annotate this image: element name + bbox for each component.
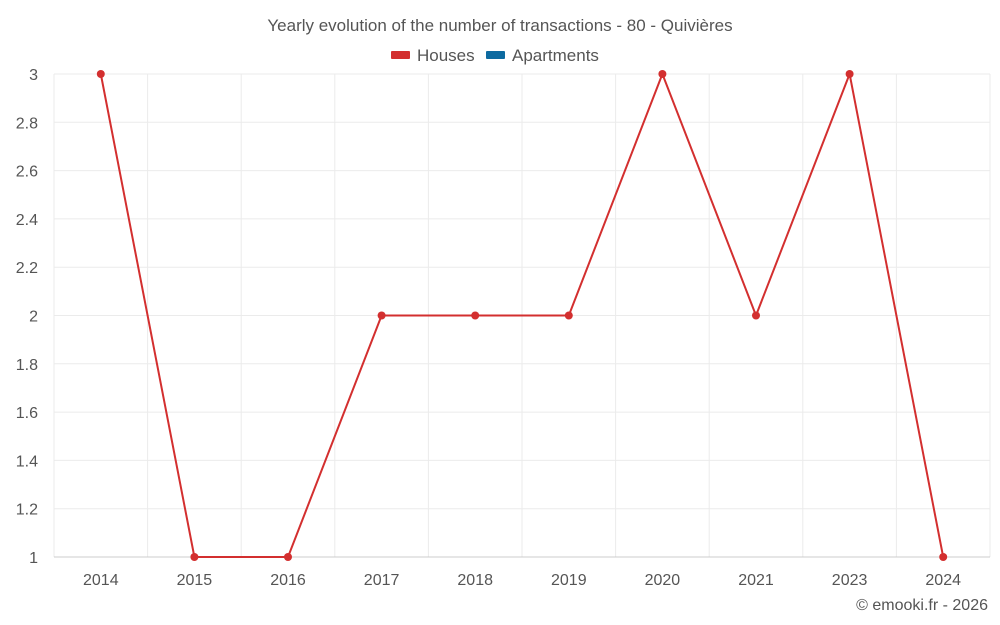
x-tick-label: 2020 bbox=[645, 572, 681, 589]
data-point-houses[interactable] bbox=[658, 70, 667, 78]
data-point-houses[interactable] bbox=[284, 553, 292, 561]
x-tick-label: 2015 bbox=[177, 572, 213, 589]
x-tick-label: 2014 bbox=[83, 572, 119, 589]
x-tick-label: 2019 bbox=[551, 572, 587, 589]
data-point-houses[interactable] bbox=[752, 311, 760, 320]
x-tick-label: 2017 bbox=[364, 572, 400, 589]
legend-swatch-apartments bbox=[486, 51, 505, 59]
x-tick-label: 2018 bbox=[457, 572, 493, 589]
y-tick-label: 1.2 bbox=[16, 502, 38, 519]
y-tick-label: 2.2 bbox=[16, 260, 38, 277]
x-tick-label: 2021 bbox=[738, 572, 774, 589]
x-tick-label: 2024 bbox=[925, 572, 961, 589]
legend-swatch-houses bbox=[391, 51, 410, 59]
series-points-houses bbox=[96, 70, 948, 561]
y-tick-label: 2.6 bbox=[16, 164, 38, 181]
y-tick-label: 3 bbox=[29, 67, 38, 84]
y-tick-label: 1.4 bbox=[16, 453, 38, 470]
legend-label-houses[interactable]: Houses bbox=[417, 46, 475, 65]
y-tick-label: 2.4 bbox=[16, 212, 38, 229]
series-line-houses bbox=[99, 73, 945, 558]
data-point-houses[interactable] bbox=[939, 553, 948, 561]
x-tick-label: 2016 bbox=[270, 572, 306, 589]
x-tick-label: 2023 bbox=[832, 572, 868, 589]
legend-label-apartments[interactable]: Apartments bbox=[512, 46, 599, 65]
credit-text: © emooki.fr - 2026 bbox=[856, 597, 988, 614]
y-tick-label: 2 bbox=[29, 309, 38, 326]
x-axis-ticks: 2014 2015 2016 2017 2018 2019 2020 2021 2023 2024 bbox=[83, 572, 961, 589]
chart-title: Yearly evolution of the number of transa… bbox=[267, 16, 732, 35]
y-tick-label: 1.8 bbox=[16, 357, 38, 374]
data-point-houses[interactable] bbox=[190, 553, 199, 561]
data-point-houses[interactable] bbox=[377, 311, 386, 320]
data-point-houses[interactable] bbox=[564, 311, 573, 320]
y-tick-label: 1.6 bbox=[16, 405, 38, 422]
data-point-houses[interactable] bbox=[96, 70, 105, 78]
y-tick-label: 1 bbox=[29, 550, 38, 567]
y-axis-ticks: 1 1.2 1.4 1.6 1.8 2 2.2 2.4 2.6 2.8 3 bbox=[16, 67, 38, 567]
legend: Houses Apartments bbox=[391, 46, 599, 65]
data-point-houses[interactable] bbox=[471, 311, 480, 320]
y-tick-label: 2.8 bbox=[16, 115, 38, 132]
data-point-houses[interactable] bbox=[845, 70, 854, 78]
